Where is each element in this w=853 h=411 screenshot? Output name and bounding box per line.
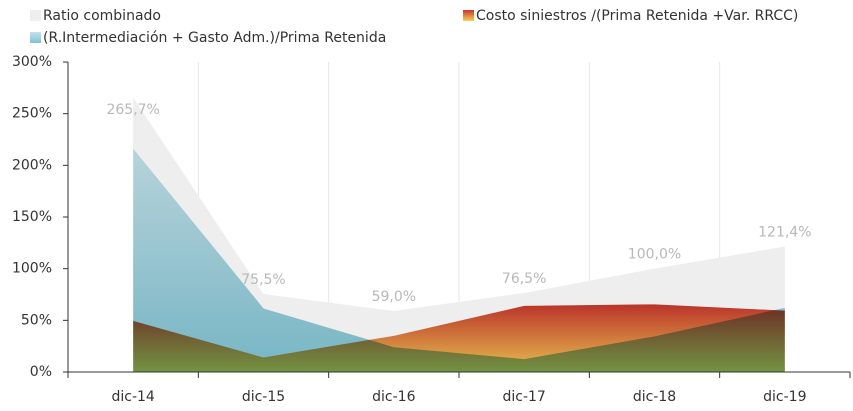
y-tick-label: 150% [12,209,52,225]
x-tick-label: dic-17 [502,389,545,405]
area [133,97,785,373]
x-tick-label: dic-19 [763,389,806,405]
y-tick-label: 100% [12,261,52,277]
legend-label: Costo siniestros /(Prima Retenida +Var. … [476,8,798,24]
y-tick-label: 0% [30,364,52,380]
y-tick-label: 250% [12,106,52,122]
x-tick-label: dic-18 [633,389,676,405]
legend-swatch [30,10,41,21]
x-tick-label: dic-16 [372,389,415,405]
legend-label: Ratio combinado [43,8,161,24]
x-tick-label: dic-15 [242,389,285,405]
value-label: 76,5% [502,271,546,287]
legend-label: (R.Intermediación + Gasto Adm.)/Prima Re… [43,30,386,46]
y-tick-label: 50% [21,312,52,328]
value-label: 100,0% [628,247,681,263]
legend-swatch [463,10,474,21]
value-label: 265,7% [106,102,159,118]
x-tick-label: dic-14 [111,389,154,405]
value-label: 59,0% [372,289,416,305]
value-label: 121,4% [758,225,811,241]
area [133,148,785,372]
y-tick-label: 300% [12,54,52,70]
y-tick-label: 200% [12,157,52,173]
value-label: 75,5% [241,272,285,288]
legend-swatch [30,32,41,43]
